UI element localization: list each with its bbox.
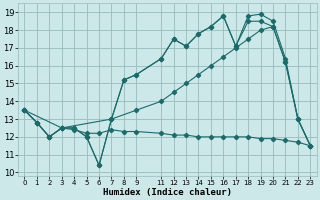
X-axis label: Humidex (Indice chaleur): Humidex (Indice chaleur) [103, 188, 232, 197]
